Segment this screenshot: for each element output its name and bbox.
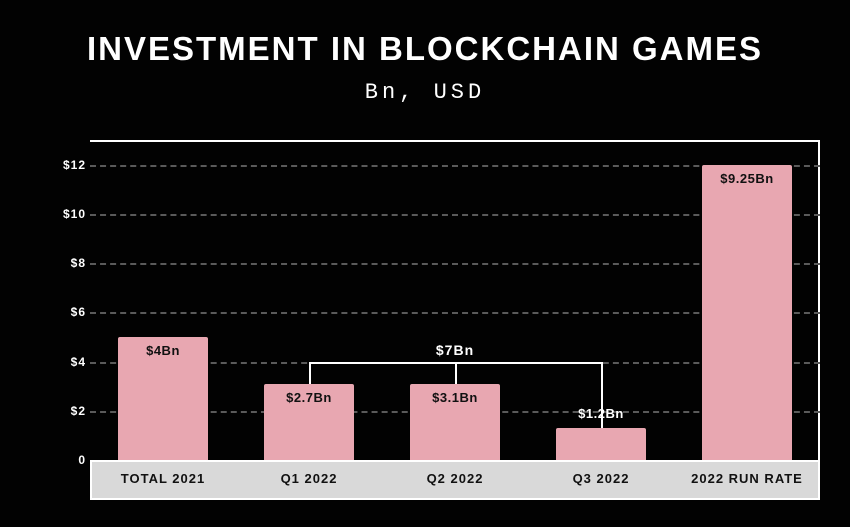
y-tick-label: $12 — [63, 158, 86, 172]
category-label: TOTAL 2021 — [90, 460, 236, 500]
bar: $9.25Bn — [702, 165, 793, 460]
y-tick-label: $10 — [63, 207, 86, 221]
y-tick-label: $4 — [71, 355, 86, 369]
chart-area: 0 $2 $4 $6 $8 $10 $12 $4Bn TOTAL 2021 $2.7Bn Q1 20… — [50, 140, 820, 500]
y-tick-label: 0 — [78, 453, 86, 467]
chart-subtitle: Bn, USD — [0, 80, 850, 105]
bar-value-label: $3.1Bn — [410, 390, 501, 405]
category-label: Q2 2022 — [382, 460, 528, 500]
category-label: Q3 2022 — [528, 460, 674, 500]
bar: $2.7Bn — [264, 384, 355, 460]
bar-value-label: $4Bn — [118, 343, 209, 358]
y-tick-label: $2 — [71, 404, 86, 418]
bar: $1.2Bn — [556, 428, 647, 460]
y-tick-label: $6 — [71, 305, 86, 319]
category-label: Q1 2022 — [236, 460, 382, 500]
bar: $3.1Bn — [410, 384, 501, 460]
bar-value-label: $2.7Bn — [264, 390, 355, 405]
category-label: 2022 RUN RATE — [674, 460, 820, 500]
bar: $4Bn — [118, 337, 209, 460]
bar-value-label: $1.2Bn — [556, 406, 647, 421]
bar-value-label: $9.25Bn — [702, 171, 793, 186]
page-root: INVESTMENT IN BLOCKCHAIN GAMES Bn, USD 0… — [0, 0, 850, 527]
chart-title: INVESTMENT IN BLOCKCHAIN GAMES — [0, 30, 850, 68]
y-tick-label: $8 — [71, 256, 86, 270]
